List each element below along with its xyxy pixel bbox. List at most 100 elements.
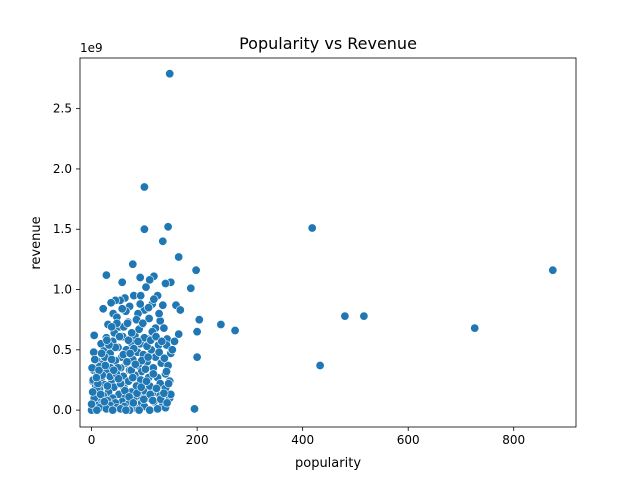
data-point <box>174 329 184 339</box>
data-point <box>162 398 172 408</box>
data-point <box>159 353 169 363</box>
data-point <box>143 352 153 362</box>
data-point <box>89 330 99 340</box>
data-point <box>144 313 154 323</box>
data-point <box>307 223 317 233</box>
data-point <box>163 222 173 232</box>
data-point <box>190 404 200 414</box>
data-point <box>138 318 148 328</box>
data-point <box>157 336 167 346</box>
data-point <box>127 328 137 338</box>
data-point <box>315 360 325 370</box>
data-point <box>191 265 201 275</box>
data-point <box>230 325 240 335</box>
data-point <box>139 224 149 234</box>
data-point <box>175 305 185 315</box>
data-point <box>107 322 117 332</box>
data-point <box>102 381 112 391</box>
data-point <box>158 236 168 246</box>
y-tick-label: 0.0 <box>53 403 72 417</box>
data-point <box>114 374 124 384</box>
data-point <box>158 300 168 310</box>
data-point <box>120 386 130 396</box>
data-point <box>135 299 145 309</box>
data-point <box>148 369 158 379</box>
plot-frame <box>79 57 577 428</box>
y-axis-label: revenue <box>29 216 44 269</box>
data-point <box>100 360 110 370</box>
data-point <box>109 365 119 375</box>
data-point <box>141 282 151 292</box>
x-tick-label: 400 <box>291 433 314 447</box>
data-point <box>92 405 102 415</box>
data-point <box>192 327 202 337</box>
data-point <box>136 291 146 301</box>
data-point <box>97 348 107 358</box>
data-point <box>151 332 161 342</box>
data-point <box>99 397 109 407</box>
x-tick-label: 800 <box>502 433 525 447</box>
data-point <box>144 303 154 313</box>
data-point <box>128 259 138 269</box>
data-point <box>139 394 149 404</box>
data-point <box>98 304 108 314</box>
data-point <box>107 354 117 364</box>
data-point <box>106 298 116 308</box>
data-point <box>122 357 132 367</box>
data-point <box>117 277 127 287</box>
data-point <box>170 336 180 346</box>
data-point <box>192 352 202 362</box>
data-point <box>142 376 152 386</box>
data-point <box>88 387 98 397</box>
y-tick-label: 0.5 <box>53 343 72 357</box>
chart-title: Popularity vs Revenue <box>239 34 417 53</box>
y-tick-label: 2.5 <box>53 102 72 116</box>
data-point <box>154 309 164 319</box>
data-point <box>135 272 145 282</box>
data-point <box>115 332 125 342</box>
y-axis-scale-label: 1e9 <box>80 41 103 55</box>
data-point <box>140 364 150 374</box>
y-tick-label: 1.0 <box>53 283 72 297</box>
data-point <box>194 315 204 325</box>
data-point <box>128 398 138 408</box>
data-point <box>161 278 171 288</box>
data-point <box>162 366 172 376</box>
data-point <box>117 304 127 314</box>
x-axis-ticks: 0 200 400 600 800 <box>88 427 525 447</box>
data-point <box>125 348 135 358</box>
data-point <box>134 405 144 415</box>
data-point <box>145 405 155 415</box>
data-point <box>123 318 133 328</box>
y-tick-label: 2.0 <box>53 162 72 176</box>
y-axis-ticks: 0.0 0.5 1.0 1.5 2.0 2.5 <box>53 102 80 417</box>
data-point <box>136 382 146 392</box>
data-point <box>153 404 163 414</box>
data-point <box>145 275 155 285</box>
data-point <box>91 373 101 383</box>
data-point <box>359 311 369 321</box>
data-point <box>148 395 158 405</box>
data-point <box>139 182 149 192</box>
data-point <box>101 270 111 280</box>
data-point <box>90 354 100 364</box>
data-point <box>133 336 143 346</box>
data-point <box>174 252 184 262</box>
x-tick-label: 0 <box>88 433 96 447</box>
data-point <box>87 399 97 409</box>
data-points <box>87 69 558 415</box>
data-point <box>164 379 174 389</box>
data-point <box>96 389 106 399</box>
x-tick-label: 600 <box>397 433 420 447</box>
data-point <box>548 265 558 275</box>
data-point <box>159 388 169 398</box>
data-point <box>167 345 177 355</box>
data-point <box>102 335 112 345</box>
data-point <box>340 311 350 321</box>
data-point <box>186 283 196 293</box>
x-tick-label: 200 <box>186 433 209 447</box>
data-point <box>152 383 162 393</box>
y-tick-label: 1.5 <box>53 222 72 236</box>
x-axis-label: popularity <box>295 456 361 471</box>
